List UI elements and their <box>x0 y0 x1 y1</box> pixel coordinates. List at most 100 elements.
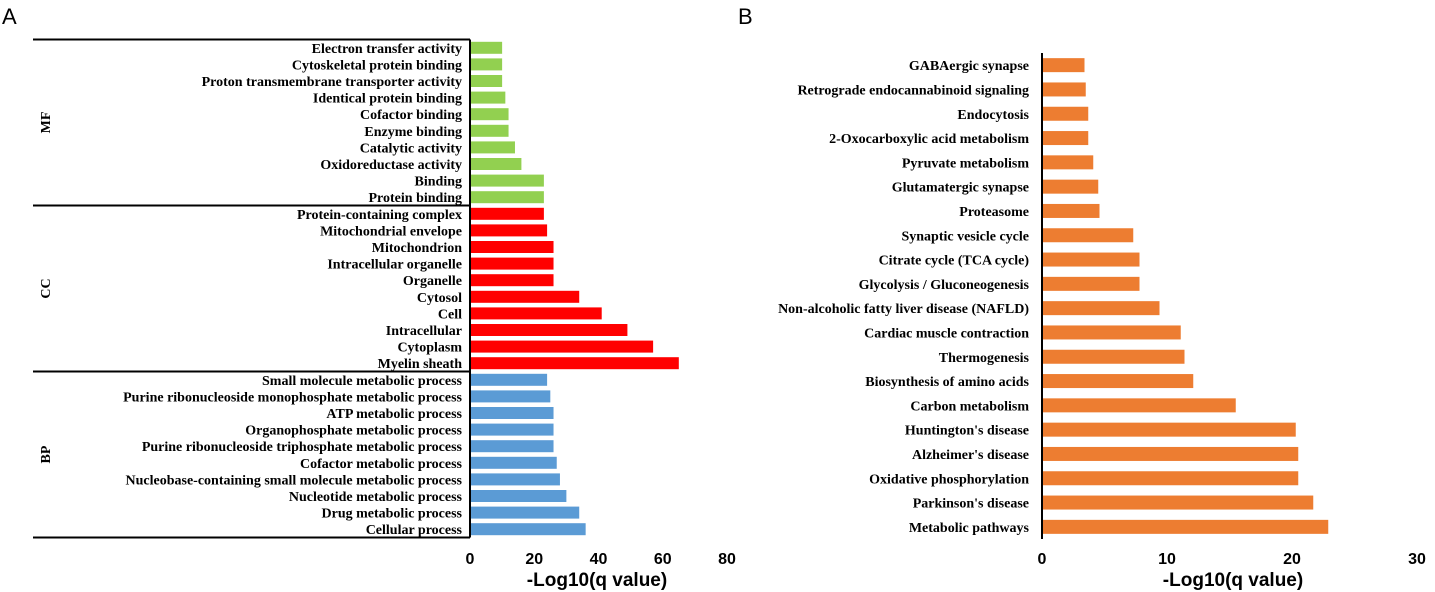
category-label-cell: Cell <box>438 307 462 322</box>
category-label-carbon-metabolism: Carbon metabolism <box>910 399 1029 414</box>
category-label-proteasome: Proteasome <box>959 205 1029 220</box>
category-label-purine-ribonucleoside-monophosphate-metabolic-process: Purine ribonucleoside monophosphate meta… <box>123 390 462 405</box>
category-label-2-oxocarboxylic-acid-metabolism: 2-Oxocarboxylic acid metabolism <box>829 132 1029 147</box>
category-label-cofactor-binding: Cofactor binding <box>360 108 462 123</box>
bar-parkinson-s-disease <box>1042 495 1314 510</box>
category-label-intracellular: Intracellular <box>386 324 462 339</box>
bar-enzyme-binding <box>470 124 509 137</box>
bar-glycolysis-gluconeogenesis <box>1042 276 1140 291</box>
group-label-cc: CC <box>39 278 54 298</box>
panel-b-x-tick-30: 30 <box>1408 551 1426 568</box>
category-label-identical-protein-binding: Identical protein binding <box>313 92 462 107</box>
category-label-protein-containing-complex: Protein-containing complex <box>297 208 462 223</box>
category-label-protein-binding: Protein binding <box>369 191 463 206</box>
category-label-citrate-cycle-tca-cycle: Citrate cycle (TCA cycle) <box>879 254 1030 269</box>
group-label-mf: MF <box>39 112 54 134</box>
panel-b-x-tick-0: 0 <box>1038 551 1047 568</box>
bar-cellular-process <box>470 523 586 536</box>
bar-glutamatergic-synapse <box>1042 179 1099 194</box>
bar-catalytic-activity <box>470 141 515 154</box>
category-label-organophosphate-metabolic-process: Organophosphate metabolic process <box>245 424 462 439</box>
category-label-nucleobase-containing-small-molecule-metabolic-process: Nucleobase-containing small molecule met… <box>126 473 463 488</box>
category-label-electron-transfer-activity: Electron transfer activity <box>312 42 462 57</box>
bar-purine-ribonucleoside-triphosphate-metabolic-process <box>470 440 554 453</box>
bar-biosynthesis-of-amino-acids <box>1042 374 1194 389</box>
category-label-alzheimer-s-disease: Alzheimer's disease <box>912 448 1029 463</box>
bar-oxidoreductase-activity <box>470 158 522 170</box>
category-label-purine-ribonucleoside-triphosphate-metabolic-process: Purine ribonucleoside triphosphate metab… <box>142 440 463 455</box>
category-label-organelle: Organelle <box>403 274 462 289</box>
category-label-cytoskeletal-protein-binding: Cytoskeletal protein binding <box>292 58 462 73</box>
category-label-enzyme-binding: Enzyme binding <box>364 125 462 140</box>
bar-huntington-s-disease <box>1042 422 1296 437</box>
category-label-synaptic-vesicle-cycle: Synaptic vesicle cycle <box>901 229 1029 244</box>
bar-cytoskeletal-protein-binding <box>470 58 503 71</box>
bar-protein-binding <box>470 191 544 204</box>
panel-a-x-tick-80: 80 <box>718 551 736 568</box>
bar-mitochondrial-envelope <box>470 224 548 237</box>
panel-a-letter: A <box>2 4 17 29</box>
category-label-retrograde-endocannabinoid-signaling: Retrograde endocannabinoid signaling <box>797 83 1029 98</box>
category-label-gabaergic-synapse: GABAergic synapse <box>909 59 1029 74</box>
category-label-atp-metabolic-process: ATP metabolic process <box>326 407 462 422</box>
bar-non-alcoholic-fatty-liver-disease-nafld <box>1042 301 1160 316</box>
category-label-binding: Binding <box>415 175 462 190</box>
category-label-cardiac-muscle-contraction: Cardiac muscle contraction <box>864 326 1029 341</box>
bar-cell <box>470 307 602 320</box>
category-label-cofactor-metabolic-process: Cofactor metabolic process <box>300 457 463 472</box>
category-label-non-alcoholic-fatty-liver-disease-nafld: Non-alcoholic fatty liver disease (NAFLD… <box>778 302 1029 317</box>
bar-purine-ribonucleoside-monophosphate-metabolic-process <box>470 390 551 403</box>
panel-b-letter: B <box>738 4 753 29</box>
bar-cofactor-metabolic-process <box>470 456 557 469</box>
category-label-glutamatergic-synapse: Glutamatergic synapse <box>892 181 1029 196</box>
panel-a-x-tick-20: 20 <box>525 551 543 568</box>
kegg-enrichment-chart: GABAergic synapse Retrograde endocannabin… <box>778 53 1426 568</box>
bar-atp-metabolic-process <box>470 407 554 419</box>
panel-b-x-tick-10: 10 <box>1158 551 1176 568</box>
category-label-myelin-sheath: Myelin sheath <box>378 357 463 372</box>
category-label-huntington-s-disease: Huntington's disease <box>905 424 1029 439</box>
category-label-proton-transmembrane-transporter-activity: Proton transmembrane transporter activit… <box>202 75 462 90</box>
category-label-pyruvate-metabolism: Pyruvate metabolism <box>902 156 1029 171</box>
category-label-cellular-process: Cellular process <box>366 523 463 538</box>
bar-alzheimer-s-disease <box>1042 446 1299 461</box>
bar-cardiac-muscle-contraction <box>1042 325 1181 340</box>
bar-protein-containing-complex <box>470 207 544 220</box>
category-label-endocytosis: Endocytosis <box>957 108 1029 123</box>
category-label-mitochondrial-envelope: Mitochondrial envelope <box>320 224 462 239</box>
panel-b-x-tick-20: 20 <box>1283 551 1301 568</box>
bar-oxidative-phosphorylation <box>1042 471 1299 486</box>
bar-carbon-metabolism <box>1042 398 1236 413</box>
bar-cofactor-binding <box>470 108 509 121</box>
bar-nucleotide-metabolic-process <box>470 490 567 502</box>
bar-gabaergic-synapse <box>1042 58 1085 73</box>
bar-intracellular-organelle <box>470 257 554 270</box>
panel-a-x-tick-0: 0 <box>466 551 475 568</box>
category-label-oxidoreductase-activity: Oxidoreductase activity <box>320 158 462 173</box>
category-label-parkinson-s-disease: Parkinson's disease <box>913 497 1029 512</box>
bar-cytosol <box>470 290 580 303</box>
group-label-bp: BP <box>39 445 54 463</box>
bar-retrograde-endocannabinoid-signaling <box>1042 82 1086 97</box>
bar-2-oxocarboxylic-acid-metabolism <box>1042 131 1089 146</box>
bar-small-molecule-metabolic-process <box>470 373 548 386</box>
bar-electron-transfer-activity <box>470 41 503 54</box>
category-label-small-molecule-metabolic-process: Small molecule metabolic process <box>262 374 463 389</box>
bar-endocytosis <box>1042 106 1089 121</box>
bar-metabolic-pathways <box>1042 519 1329 534</box>
bar-intracellular <box>470 324 628 336</box>
category-label-mitochondrion: Mitochondrion <box>372 241 462 256</box>
bar-cytoplasm <box>470 340 654 353</box>
bar-proton-transmembrane-transporter-activity <box>470 75 503 87</box>
category-label-cytosol: Cytosol <box>417 291 462 306</box>
bar-mitochondrion <box>470 241 554 253</box>
category-label-oxidative-phosphorylation: Oxidative phosphorylation <box>869 472 1029 487</box>
bar-synaptic-vesicle-cycle <box>1042 228 1134 243</box>
panel-a-x-tick-40: 40 <box>590 551 608 568</box>
panel-b-x-axis-title: -Log10(q value) <box>1163 570 1303 591</box>
category-label-intracellular-organelle: Intracellular organelle <box>327 258 462 273</box>
bar-thermogenesis <box>1042 349 1185 364</box>
bar-organophosphate-metabolic-process <box>470 423 554 436</box>
category-label-metabolic-pathways: Metabolic pathways <box>909 521 1030 536</box>
